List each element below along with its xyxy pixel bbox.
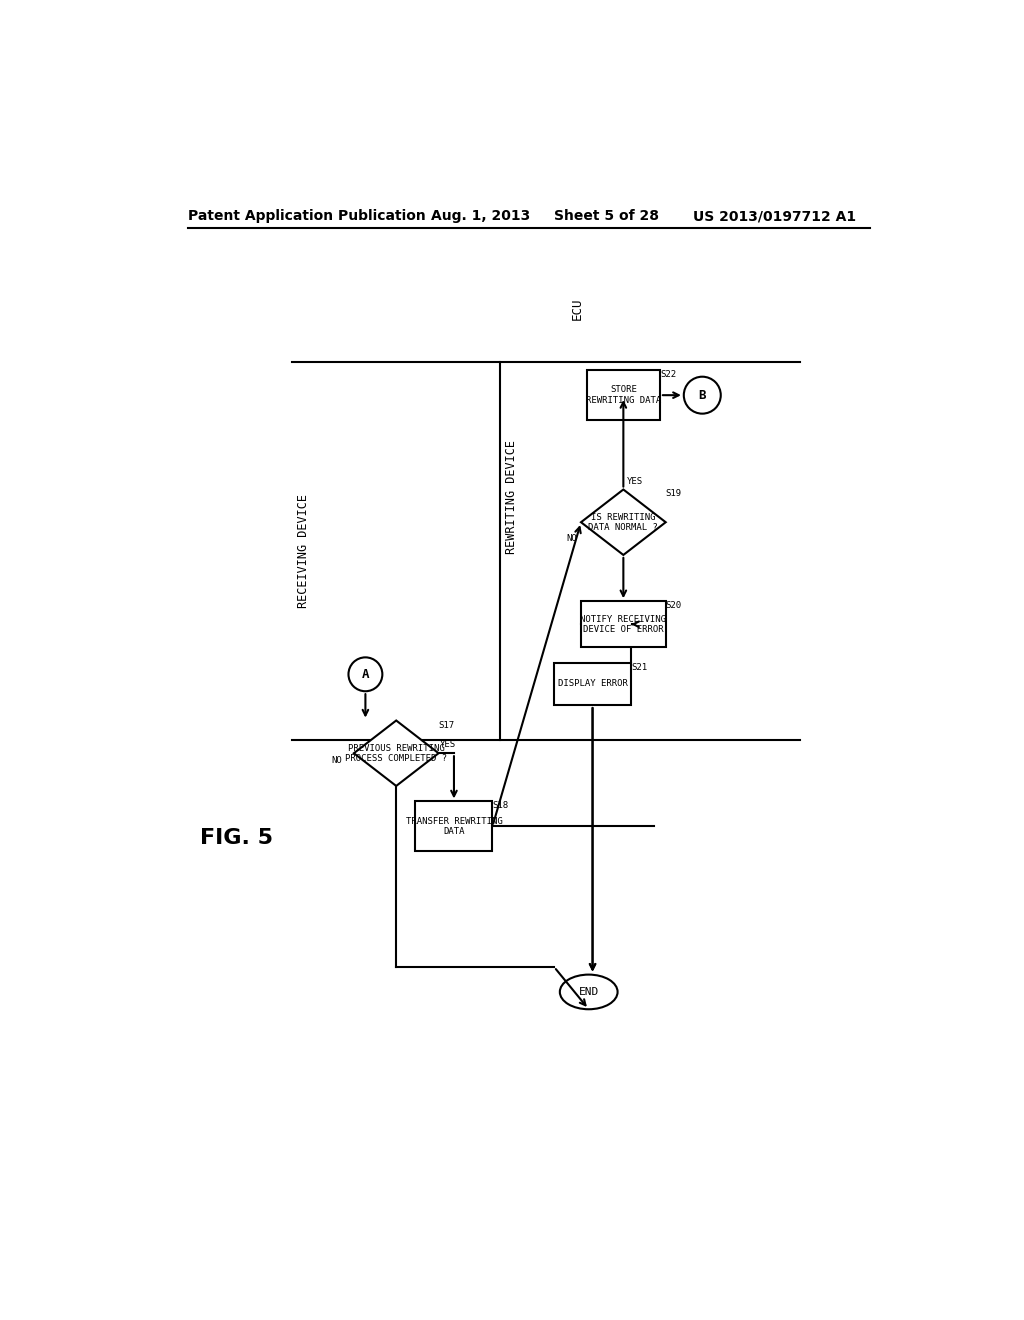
Text: S17: S17 bbox=[438, 721, 455, 730]
Bar bbox=[554, 663, 631, 705]
Text: FIG. 5: FIG. 5 bbox=[200, 829, 272, 849]
Text: IS REWRITING
DATA NORMAL ?: IS REWRITING DATA NORMAL ? bbox=[589, 512, 658, 532]
Bar bbox=[416, 801, 493, 851]
Text: S20: S20 bbox=[666, 601, 682, 610]
Text: S21: S21 bbox=[631, 663, 647, 672]
Circle shape bbox=[684, 376, 721, 413]
Ellipse shape bbox=[560, 974, 617, 1010]
Polygon shape bbox=[354, 721, 438, 785]
Circle shape bbox=[348, 657, 382, 692]
Text: END: END bbox=[579, 987, 599, 997]
Text: S18: S18 bbox=[493, 801, 509, 810]
Text: US 2013/0197712 A1: US 2013/0197712 A1 bbox=[692, 209, 856, 223]
Text: NO: NO bbox=[332, 756, 342, 766]
Text: Aug. 1, 2013: Aug. 1, 2013 bbox=[431, 209, 530, 223]
Text: Sheet 5 of 28: Sheet 5 of 28 bbox=[554, 209, 659, 223]
Text: REWRITING DEVICE: REWRITING DEVICE bbox=[505, 440, 518, 554]
Text: NOTIFY RECEIVING
DEVICE OF ERROR: NOTIFY RECEIVING DEVICE OF ERROR bbox=[581, 615, 667, 634]
Text: TRANSFER REWRITING
DATA: TRANSFER REWRITING DATA bbox=[406, 817, 503, 836]
Text: RECEIVING DEVICE: RECEIVING DEVICE bbox=[297, 494, 310, 609]
Text: S22: S22 bbox=[659, 370, 676, 379]
Text: DISPLAY ERROR: DISPLAY ERROR bbox=[558, 680, 628, 689]
Text: NO: NO bbox=[566, 533, 578, 543]
Text: ECU: ECU bbox=[571, 297, 584, 319]
Text: YES: YES bbox=[440, 741, 457, 750]
Text: PREVIOUS REWRITING
PROCESS COMPLETED ?: PREVIOUS REWRITING PROCESS COMPLETED ? bbox=[345, 743, 447, 763]
Bar bbox=[587, 370, 659, 420]
Text: B: B bbox=[698, 388, 706, 401]
Text: Patent Application Publication: Patent Application Publication bbox=[188, 209, 426, 223]
Text: A: A bbox=[361, 668, 370, 681]
Text: YES: YES bbox=[628, 477, 643, 486]
Text: STORE
REWRITING DATA: STORE REWRITING DATA bbox=[586, 385, 660, 405]
Text: S19: S19 bbox=[666, 490, 682, 499]
Polygon shape bbox=[581, 490, 666, 554]
Bar bbox=[581, 601, 666, 647]
